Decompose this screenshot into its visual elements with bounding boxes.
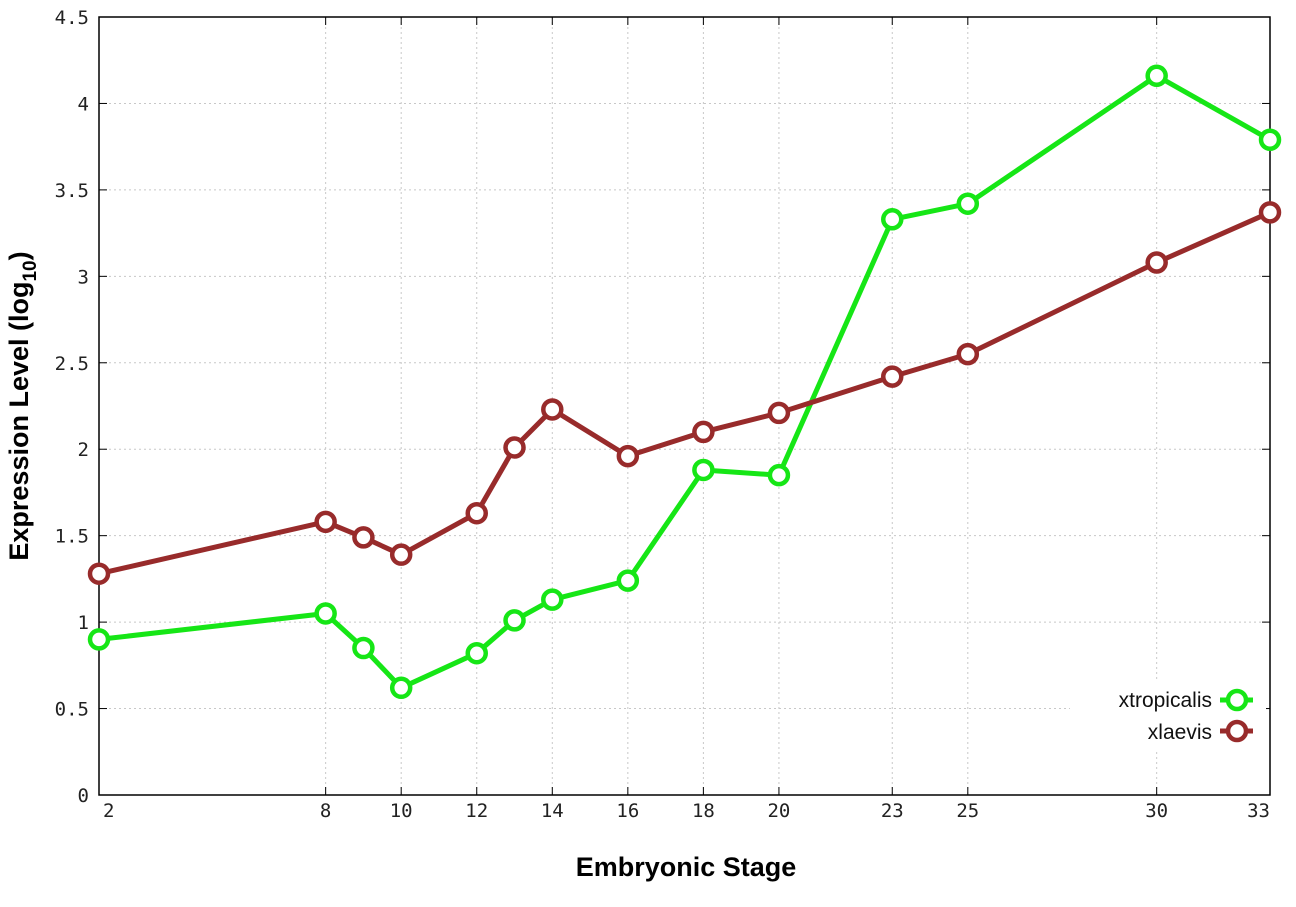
- x-tick-label: 33: [1247, 800, 1270, 822]
- y-tick-label: 3.5: [55, 180, 89, 202]
- grid-lines: [99, 17, 1270, 795]
- data-point-xlaevis: [541, 398, 564, 421]
- data-point-xtropicalis: [1258, 128, 1282, 152]
- data-point-xtropicalis: [87, 628, 111, 651]
- data-point-xlaevis: [616, 444, 640, 468]
- data-point-xlaevis: [352, 526, 375, 549]
- data-point-xtropicalis: [956, 192, 980, 215]
- y-tick-label: 2.5: [55, 353, 89, 375]
- legend: xtropicalis xlaevis: [1070, 680, 1266, 750]
- y-tick-label: 1: [78, 612, 89, 634]
- plot-background: [99, 17, 1270, 795]
- x-axis-title: Embryonic Stage: [576, 852, 797, 882]
- data-point-xtropicalis: [314, 602, 337, 625]
- x-tick-label: 23: [881, 800, 904, 822]
- data-point-xlaevis: [87, 562, 111, 585]
- data-point-xlaevis: [465, 501, 488, 525]
- data-point-xtropicalis: [541, 588, 564, 611]
- series-xtropicalis: [87, 64, 1282, 700]
- data-point-xlaevis: [692, 420, 715, 444]
- x-tick-label: 25: [956, 800, 979, 822]
- data-point-xlaevis: [389, 543, 413, 566]
- legend-marker: [1225, 688, 1249, 712]
- series-layer: [87, 64, 1282, 700]
- y-tick-label: 1.5: [55, 526, 89, 548]
- y-tick-label: 3: [78, 266, 89, 288]
- data-point-xtropicalis: [616, 569, 640, 592]
- data-point-xtropicalis: [881, 208, 904, 231]
- legend-marker: [1225, 719, 1249, 743]
- data-point-xtropicalis: [503, 609, 526, 632]
- data-point-xtropicalis: [389, 676, 413, 700]
- data-point-xtropicalis: [1145, 64, 1168, 88]
- legend-sample-xtropicalis: [1220, 688, 1253, 712]
- data-point-xlaevis: [956, 342, 980, 366]
- data-point-xlaevis: [1145, 251, 1168, 274]
- x-tick-label: 20: [767, 800, 790, 822]
- y-axis-ticks: 0 0.5 1 1.5 2 2.5 3 3.5 4 4.5: [55, 7, 1270, 807]
- data-point-xtropicalis: [465, 641, 488, 665]
- plot-frame: [98, 16, 1271, 796]
- y-tick-label: 0.5: [55, 699, 89, 721]
- y-axis-title: Expression Level (log10): [4, 251, 41, 560]
- data-point-xlaevis: [314, 510, 337, 534]
- y-tick-label: 0: [78, 785, 89, 807]
- x-tick-label: 12: [465, 800, 488, 822]
- legend-label-xlaevis: xlaevis: [1148, 721, 1212, 744]
- data-point-xlaevis: [1258, 201, 1282, 224]
- data-point-xtropicalis: [692, 458, 715, 482]
- data-point-xlaevis: [767, 401, 791, 425]
- x-tick-label: 14: [541, 800, 564, 822]
- data-point-xlaevis: [881, 365, 904, 388]
- x-tick-label: 2: [103, 800, 114, 822]
- legend-label-xtropicalis: xtropicalis: [1119, 689, 1212, 712]
- y-tick-label: 2: [78, 439, 89, 461]
- x-tick-label: 8: [320, 800, 331, 822]
- data-point-xtropicalis: [352, 636, 375, 660]
- data-point-xtropicalis: [767, 463, 791, 487]
- series-xlaevis: [87, 201, 1282, 585]
- x-axis-ticks: 2 8 10 12 14 16 18 20 23 25 30 33: [98, 17, 1271, 822]
- x-tick-label: 18: [692, 800, 715, 822]
- x-tick-label: 10: [390, 800, 413, 822]
- data-point-xlaevis: [503, 436, 526, 459]
- y-tick-label: 4.5: [55, 7, 89, 29]
- legend-sample-xlaevis: [1220, 719, 1253, 743]
- x-tick-label: 16: [616, 800, 639, 822]
- y-tick-label: 4: [78, 93, 89, 115]
- x-tick-label: 30: [1145, 800, 1168, 822]
